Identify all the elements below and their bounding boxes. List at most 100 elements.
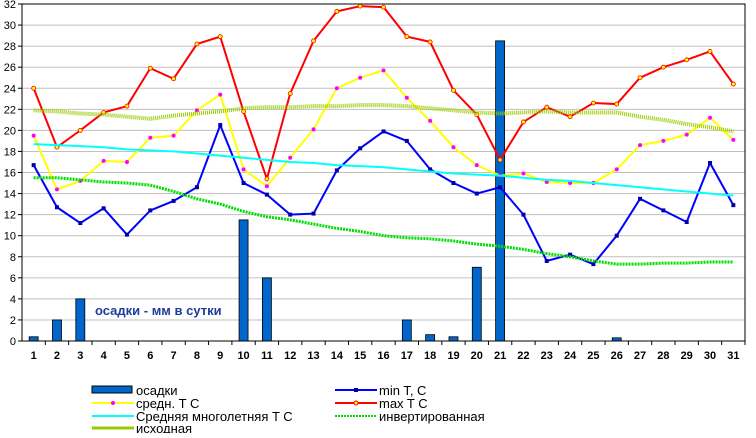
data-point (474, 163, 479, 168)
data-point (451, 87, 456, 93)
data-point (311, 211, 316, 216)
data-point (241, 167, 246, 172)
x-tick-label: 9 (217, 350, 223, 362)
data-point (358, 75, 363, 80)
x-tick-label: 14 (331, 350, 344, 362)
series-line (33, 143, 734, 197)
x-tick-label: 10 (237, 350, 249, 362)
data-point (147, 65, 153, 71)
y-tick-label: 12 (4, 210, 16, 222)
y-tick-label: 30 (4, 20, 16, 32)
y-tick-label: 20 (4, 125, 16, 137)
data-point (334, 8, 340, 14)
y-tick-label: 16 (4, 168, 16, 180)
x-tick-label: 19 (447, 350, 459, 362)
legend-label: средн. T C (136, 396, 199, 411)
data-point (288, 212, 293, 217)
data-point (241, 181, 246, 186)
data-point (287, 91, 293, 96)
y-tick-label: 24 (4, 83, 16, 95)
data-point (381, 4, 386, 10)
data-point (31, 163, 36, 168)
bar (238, 219, 249, 342)
annotation: осадки - мм в сутки (95, 303, 222, 318)
y-tick-label: 14 (4, 189, 16, 201)
plot-frame (21, 3, 746, 342)
bars (28, 40, 622, 342)
data-point (637, 75, 643, 81)
x-tick-label: 20 (471, 350, 483, 362)
y-tick-label: 10 (4, 231, 16, 243)
data-point (264, 176, 270, 182)
data-point (638, 143, 643, 148)
x-tick-label: 7 (171, 350, 177, 362)
x-tick-label: 28 (657, 350, 669, 362)
data-point (684, 219, 689, 224)
data-point (428, 167, 433, 172)
data-point (54, 205, 59, 210)
data-point (78, 221, 83, 226)
x-tick-label: 15 (354, 350, 366, 362)
data-point (591, 262, 596, 267)
x-tick-label: 8 (194, 350, 200, 362)
data-point (381, 129, 386, 134)
y-tick-label: 2 (10, 315, 16, 327)
data-point (567, 114, 573, 120)
bar (448, 336, 459, 342)
series-line (33, 176, 734, 266)
data-point (124, 159, 129, 164)
data-point (730, 81, 736, 87)
data-point (357, 3, 363, 9)
x-tick-label: 29 (681, 350, 693, 362)
data-point (124, 232, 129, 237)
x-tick-label: 18 (424, 350, 436, 362)
data-point (218, 92, 223, 97)
x-tick-label: 24 (564, 350, 577, 362)
data-point (148, 208, 153, 213)
x-tick-label: 11 (261, 350, 273, 362)
data-point (614, 101, 620, 107)
data-point (194, 108, 199, 113)
bar (471, 266, 482, 342)
data-point (451, 181, 456, 186)
data-point (427, 39, 433, 45)
series-line (32, 5, 735, 183)
data-point (148, 135, 153, 140)
legend-label: max T C (379, 396, 428, 411)
data-point (101, 158, 106, 163)
y-tick-label: 28 (4, 41, 16, 53)
data-point (638, 196, 643, 201)
data-point (614, 167, 619, 172)
data-point (217, 34, 223, 40)
x-tick-label: 12 (284, 350, 296, 362)
data-point (498, 185, 503, 190)
data-point (544, 258, 549, 263)
legend-swatch (91, 385, 133, 394)
legend-label: инвертированная (379, 409, 485, 424)
data-point (194, 185, 199, 190)
data-point (334, 168, 339, 173)
x-tick-label: 5 (124, 350, 130, 362)
data-point (568, 252, 573, 257)
data-point (404, 34, 410, 40)
lines (31, 3, 736, 267)
series-line (33, 103, 734, 134)
data-point (264, 184, 269, 189)
data-point (521, 119, 526, 125)
data-point (404, 95, 409, 100)
x-tick-label: 23 (541, 350, 553, 362)
data-point (497, 157, 503, 163)
data-point (708, 115, 713, 120)
bar (52, 319, 62, 342)
data-point (171, 76, 176, 82)
data-point (288, 155, 293, 160)
data-point (684, 57, 690, 63)
x-tick-label: 16 (377, 350, 389, 362)
x-tick-label: 6 (147, 350, 153, 362)
x-tick-label: 2 (54, 350, 60, 362)
data-point (101, 206, 106, 211)
data-point (31, 133, 36, 138)
data-point (544, 104, 550, 110)
